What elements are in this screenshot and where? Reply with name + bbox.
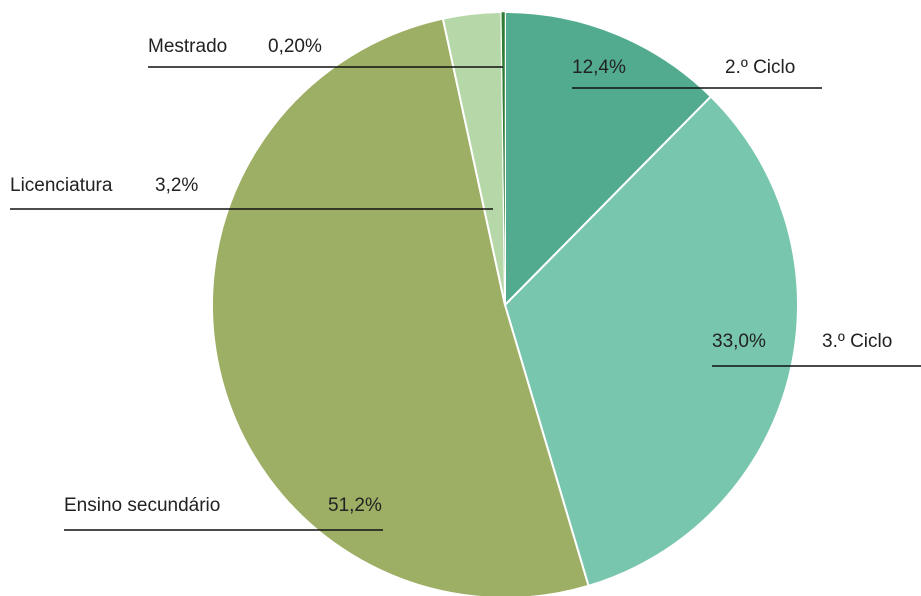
- pie-slice: [504, 10, 713, 308]
- value-label: 0,20%: [268, 36, 322, 57]
- value-label: 3,2%: [155, 175, 198, 196]
- value-label: 12,4%: [572, 57, 626, 78]
- pie-slice: [503, 95, 799, 588]
- slice-label: Licenciatura: [10, 175, 113, 196]
- slice-label: 2.º Ciclo: [725, 57, 795, 78]
- pie-slice: [501, 11, 506, 306]
- slice-label: Mestrado: [148, 36, 227, 57]
- slice-label: Ensino secundário: [64, 495, 220, 516]
- pie-slice: [211, 17, 590, 596]
- slice-label: 3.º Ciclo: [822, 331, 892, 352]
- value-label: 51,2%: [328, 495, 382, 516]
- value-label: 33,0%: [712, 331, 766, 352]
